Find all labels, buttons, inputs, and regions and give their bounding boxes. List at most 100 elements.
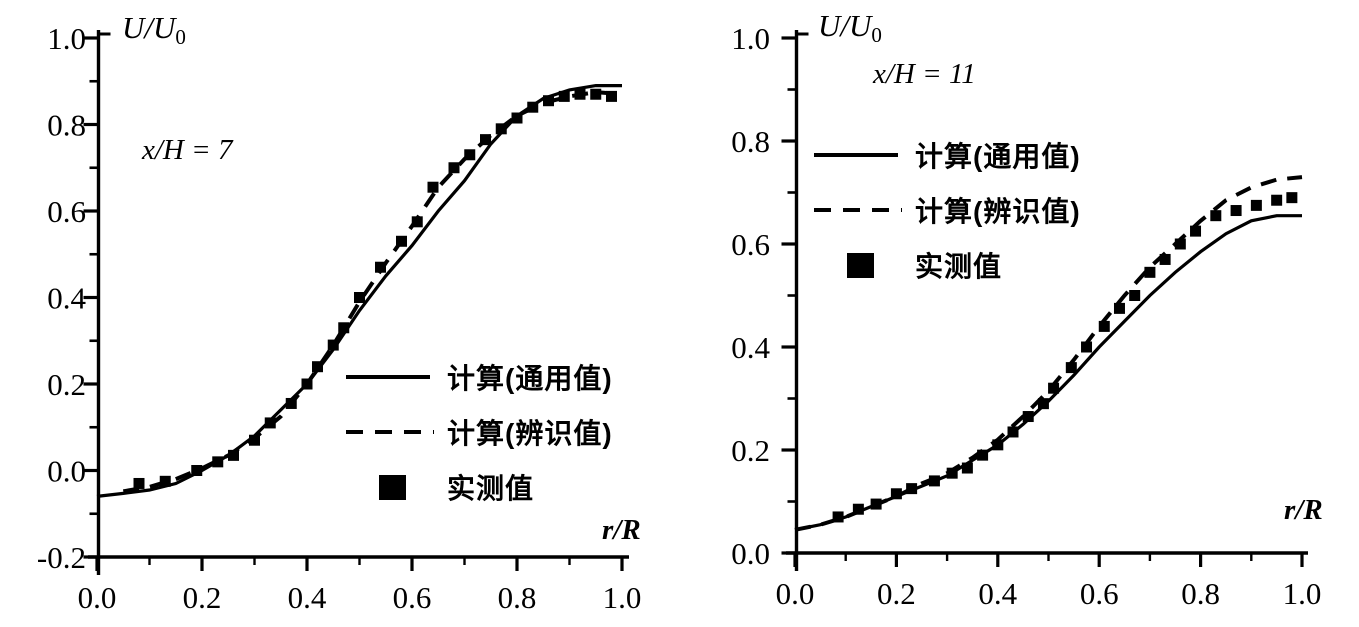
left-chart-measured-marker <box>511 112 523 124</box>
legend-item-measured: 实测值 <box>814 248 1081 282</box>
left-chart-measured-marker <box>133 477 145 489</box>
right-chart-measured-marker <box>1174 238 1186 250</box>
square-marker-swatch <box>379 474 406 500</box>
left-chart-measured-marker <box>228 449 239 461</box>
right-chart-measured-marker <box>1007 426 1019 438</box>
right-chart-measured-marker <box>852 503 864 515</box>
x-tick-label: 1.0 <box>603 580 642 615</box>
left-chart-measured-marker <box>590 88 602 100</box>
left-chart-measured-marker <box>312 361 323 373</box>
x-tick-label: 0.4 <box>288 580 327 615</box>
legend-label: 实测值 <box>915 251 1003 282</box>
left-chart-measured-marker <box>558 90 570 102</box>
left-chart-measured-marker <box>464 149 476 161</box>
legend-label: 计算(辨识值) <box>915 196 1081 227</box>
left-chart-measured-marker <box>327 339 339 351</box>
y-tick-label: 0.8 <box>47 108 86 143</box>
right-chart-measured-marker <box>1190 225 1202 237</box>
right-annotation: x/H = 11 <box>873 58 976 90</box>
left-chart-measured-marker <box>527 101 539 113</box>
right-chart-measured-marker <box>1048 382 1060 394</box>
y-tick-label: 0.6 <box>731 227 770 262</box>
y-tick-label: 1.0 <box>47 21 86 56</box>
right-chart-measured-marker <box>1065 362 1077 374</box>
legend-item-measured: 实测值 <box>346 470 613 504</box>
left-x-axis-label: r/R <box>602 514 641 546</box>
right-chart-measured-marker <box>1230 205 1242 217</box>
right-chart-measured-marker <box>1022 411 1034 423</box>
left-chart-measured-marker <box>396 235 407 247</box>
left-chart-measured-marker <box>495 123 507 135</box>
right-chart-measured-marker <box>1098 320 1110 332</box>
right-chart-measured-marker <box>1037 398 1049 410</box>
y-tick-label: 1.0 <box>731 21 770 56</box>
left-chart-measured-marker <box>480 134 491 146</box>
right-chart-measured-marker <box>1210 210 1222 222</box>
legend-label: 计算(通用值) <box>447 363 613 394</box>
y-tick-label: 0.0 <box>731 536 770 571</box>
left-chart-measured-marker <box>338 322 350 334</box>
x-tick-label: 0.8 <box>1181 576 1220 611</box>
right-chart-measured-marker <box>946 467 958 479</box>
left-y-axis-label: U/U0 <box>122 10 186 49</box>
right-chart-measured-marker <box>890 488 902 500</box>
y-tick-label: -0.2 <box>37 540 86 575</box>
right-chart-measured-marker <box>1113 302 1125 314</box>
x-tick-label: 1.0 <box>1283 576 1322 611</box>
dashed-line-swatch <box>814 208 902 212</box>
left-chart-measured-marker <box>574 88 586 100</box>
x-tick-label: 0.6 <box>393 580 432 615</box>
right-chart-measured-marker <box>1271 194 1283 206</box>
left-chart-dashed-curve <box>122 90 623 494</box>
square-marker-swatch <box>847 252 874 278</box>
left-chart-measured-marker <box>354 292 365 303</box>
right-chart-measured-marker <box>1250 199 1262 211</box>
dashed-line-swatch <box>346 430 434 434</box>
left-annotation: x/H = 7 <box>142 134 233 166</box>
x-tick-label: 0.6 <box>1080 576 1119 611</box>
legend-item-solid: 计算(通用值) <box>346 360 613 394</box>
left-chart-measured-marker <box>264 417 276 429</box>
left-chart-measured-marker <box>191 465 203 476</box>
legend-item-dashed: 计算(辨识值) <box>346 415 613 449</box>
right-chart-measured-marker <box>977 449 989 461</box>
x-tick-label: 0.2 <box>183 580 222 615</box>
right-chart-measured-marker <box>906 483 918 495</box>
right-x-axis-label: r/R <box>1284 494 1323 526</box>
right-legend: 计算(通用值) 计算(辨识值) 实测值 <box>814 138 1081 303</box>
right-chart-measured-marker <box>832 511 844 523</box>
y-tick-label: 0.4 <box>731 330 770 365</box>
x-tick-label: 0.4 <box>978 576 1017 611</box>
solid-line-swatch <box>814 153 898 157</box>
legend-label: 计算(通用值) <box>915 141 1081 172</box>
x-tick-label: 0.2 <box>877 576 916 611</box>
y-tick-label: 0.2 <box>47 367 86 402</box>
left-chart-measured-marker <box>543 95 554 107</box>
right-chart-measured-marker <box>870 498 882 510</box>
left-chart-measured-marker <box>301 378 313 390</box>
left-chart-measured-marker <box>427 181 439 193</box>
left-legend: 计算(通用值) 计算(辨识值) 实测值 <box>346 360 613 525</box>
right-chart-measured-marker <box>1129 290 1141 301</box>
right-y-axis-label: U/U0 <box>818 8 882 47</box>
x-tick-label: 0.0 <box>78 580 117 615</box>
left-chart-measured-marker <box>606 90 617 102</box>
legend-label: 实测值 <box>447 473 535 504</box>
y-tick-label: 0.8 <box>731 124 770 159</box>
right-chart-measured-marker <box>961 462 973 474</box>
y-tick-label: 0.4 <box>47 281 86 316</box>
y-tick-label: 0.2 <box>731 433 770 468</box>
left-chart-measured-marker <box>448 162 460 174</box>
left-chart-measured-marker <box>411 216 423 228</box>
right-chart-measured-marker <box>1286 192 1298 204</box>
y-tick-label: 0.6 <box>47 194 86 229</box>
left-chart-measured-marker <box>159 475 171 487</box>
x-tick-label: 0.8 <box>498 580 537 615</box>
x-tick-label: 0.0 <box>776 576 815 611</box>
legend-label: 计算(辨识值) <box>447 418 613 449</box>
legend-item-solid: 计算(通用值) <box>814 138 1081 172</box>
left-chart-measured-marker <box>375 261 386 273</box>
right-chart-measured-marker <box>928 475 940 487</box>
